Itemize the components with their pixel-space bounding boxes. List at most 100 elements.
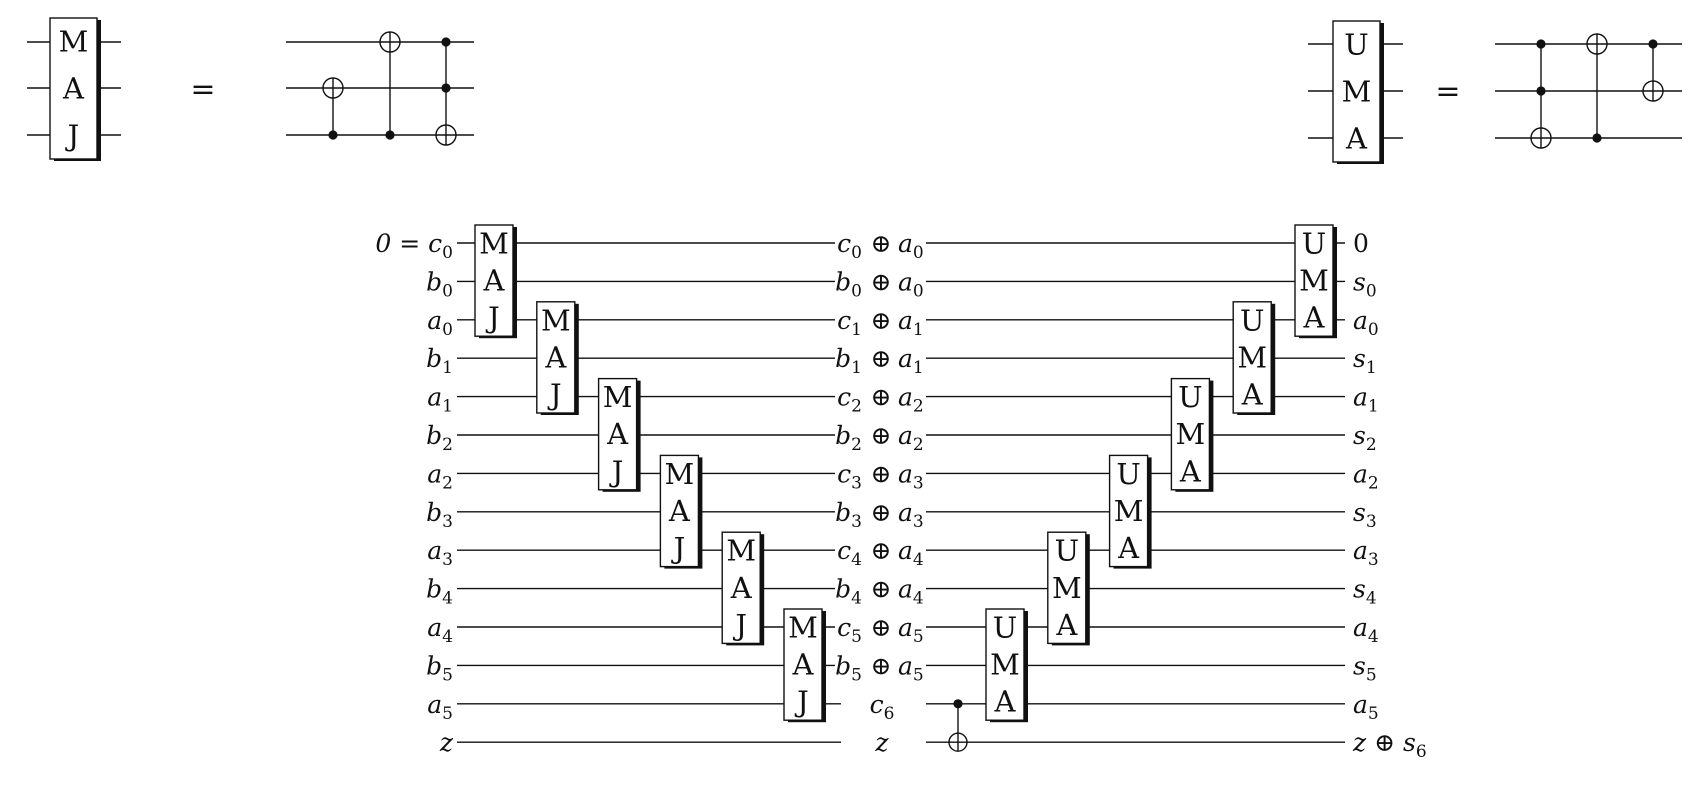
mid-label-right: a4 [898, 575, 924, 609]
mid-label-left: b4 [835, 575, 862, 609]
label-subscript: 2 [442, 473, 453, 493]
gate-letter: M [541, 303, 571, 337]
equals-sign: = [190, 72, 215, 107]
label-subscript: 1 [913, 320, 924, 340]
xor-sign: ⊕ [871, 498, 892, 527]
label-main: a [898, 421, 913, 450]
label-main: b [426, 421, 442, 450]
mid-label-right: a4 [898, 536, 924, 570]
gate-letter: J [547, 377, 562, 411]
output-label: s1 [1353, 344, 1377, 378]
label-subscript: 4 [913, 550, 924, 570]
label-main: z [439, 728, 454, 757]
mid-label-right: a5 [898, 651, 924, 685]
input-label: a0 [427, 306, 453, 340]
label-main: a [427, 536, 442, 565]
mid-label-right: a3 [898, 459, 924, 493]
label-main: a [898, 344, 913, 373]
label-main: z ⊕ s [1352, 728, 1416, 757]
label-subscript: 4 [1368, 627, 1379, 647]
label-subscript: 2 [1368, 473, 1379, 493]
gate-letter: M [990, 648, 1020, 682]
gate-letter: J [671, 531, 686, 565]
mid-label-right: a2 [898, 421, 924, 455]
label-main: c [837, 613, 851, 642]
label-subscript: 2 [851, 397, 862, 417]
target-oplus [435, 124, 457, 146]
gate-box [1108, 454, 1149, 568]
label-subscript: 1 [851, 358, 862, 378]
gate-letter: M [1176, 417, 1206, 451]
label-subscript: 2 [1366, 435, 1377, 455]
gate-letter: A [1055, 608, 1078, 642]
label-main: s [1353, 651, 1366, 680]
label-subscript: 5 [851, 665, 862, 685]
mid-label-left: c0 [837, 229, 862, 263]
label-subscript: 3 [851, 473, 862, 493]
control-dot [1536, 39, 1546, 49]
gate-letter: A [62, 72, 85, 106]
gate-letter: A [1117, 531, 1140, 565]
label-main: b [426, 498, 442, 527]
gate-letter: U [1178, 380, 1202, 414]
label-main: a [427, 690, 442, 719]
label-subscript: 1 [1366, 358, 1377, 378]
mid-label-right: a1 [898, 306, 924, 340]
output-label: a0 [1353, 306, 1379, 340]
label-main: a [1353, 306, 1368, 335]
label-subscript: 6 [1416, 742, 1427, 762]
label-main: b [835, 267, 851, 296]
label-main: b [426, 344, 442, 373]
gate-box [1170, 377, 1211, 491]
output-label: a5 [1353, 690, 1379, 724]
mid-label: z [874, 728, 889, 757]
xor-sign: ⊕ [871, 267, 892, 296]
gate-letter: A [730, 571, 753, 605]
output-label: s4 [1353, 575, 1377, 609]
label-main: b [426, 267, 442, 296]
xor-sign: ⊕ [871, 613, 892, 642]
xor-sign: ⊕ [871, 651, 892, 680]
output-label: s0 [1353, 267, 1377, 301]
label-subscript: 0 [1366, 281, 1377, 301]
gate-box [474, 224, 514, 337]
gate-letter: M [1052, 571, 1082, 605]
gate-box [721, 531, 761, 645]
label-subscript: 2 [913, 397, 924, 417]
xor-sign: ⊕ [871, 229, 892, 258]
mid-label-right: a2 [898, 383, 924, 417]
label-subscript: 1 [851, 320, 862, 340]
label-subscript: 0 [442, 281, 453, 301]
target-oplus [1586, 33, 1608, 55]
xor-sign: ⊕ [871, 383, 892, 412]
gate-box [659, 454, 700, 568]
label-main: a [427, 459, 442, 488]
label-subscript: 6 [884, 704, 895, 724]
control-dot [953, 699, 963, 709]
gate-letter: A [792, 648, 815, 682]
label-main: a [1353, 383, 1368, 412]
gate-letter: U [1302, 227, 1326, 261]
mid-label-right: a1 [898, 344, 924, 378]
gate-letter: M [603, 380, 633, 414]
uma-block: UMA [1170, 377, 1214, 492]
input-label: b1 [426, 344, 453, 378]
control-dot [441, 37, 451, 47]
gate-letter: M [479, 227, 509, 261]
label-main: a [1353, 690, 1368, 719]
gate-letter: A [1303, 301, 1326, 335]
label-subscript: 0 [851, 243, 862, 263]
gate-letter: A [668, 494, 691, 528]
control-dot [1648, 39, 1658, 49]
label-main: a [427, 613, 442, 642]
label-main: a [1353, 613, 1368, 642]
mid-label-left: c5 [837, 613, 862, 647]
gate-letter: M [1299, 264, 1329, 298]
input-label: a4 [427, 613, 453, 647]
gate-letter: U [1055, 534, 1079, 568]
label-main: 0 [1353, 229, 1369, 258]
xor-sign: ⊕ [871, 536, 892, 565]
gate-box [536, 301, 576, 414]
maj-block: MAJ [474, 224, 517, 339]
